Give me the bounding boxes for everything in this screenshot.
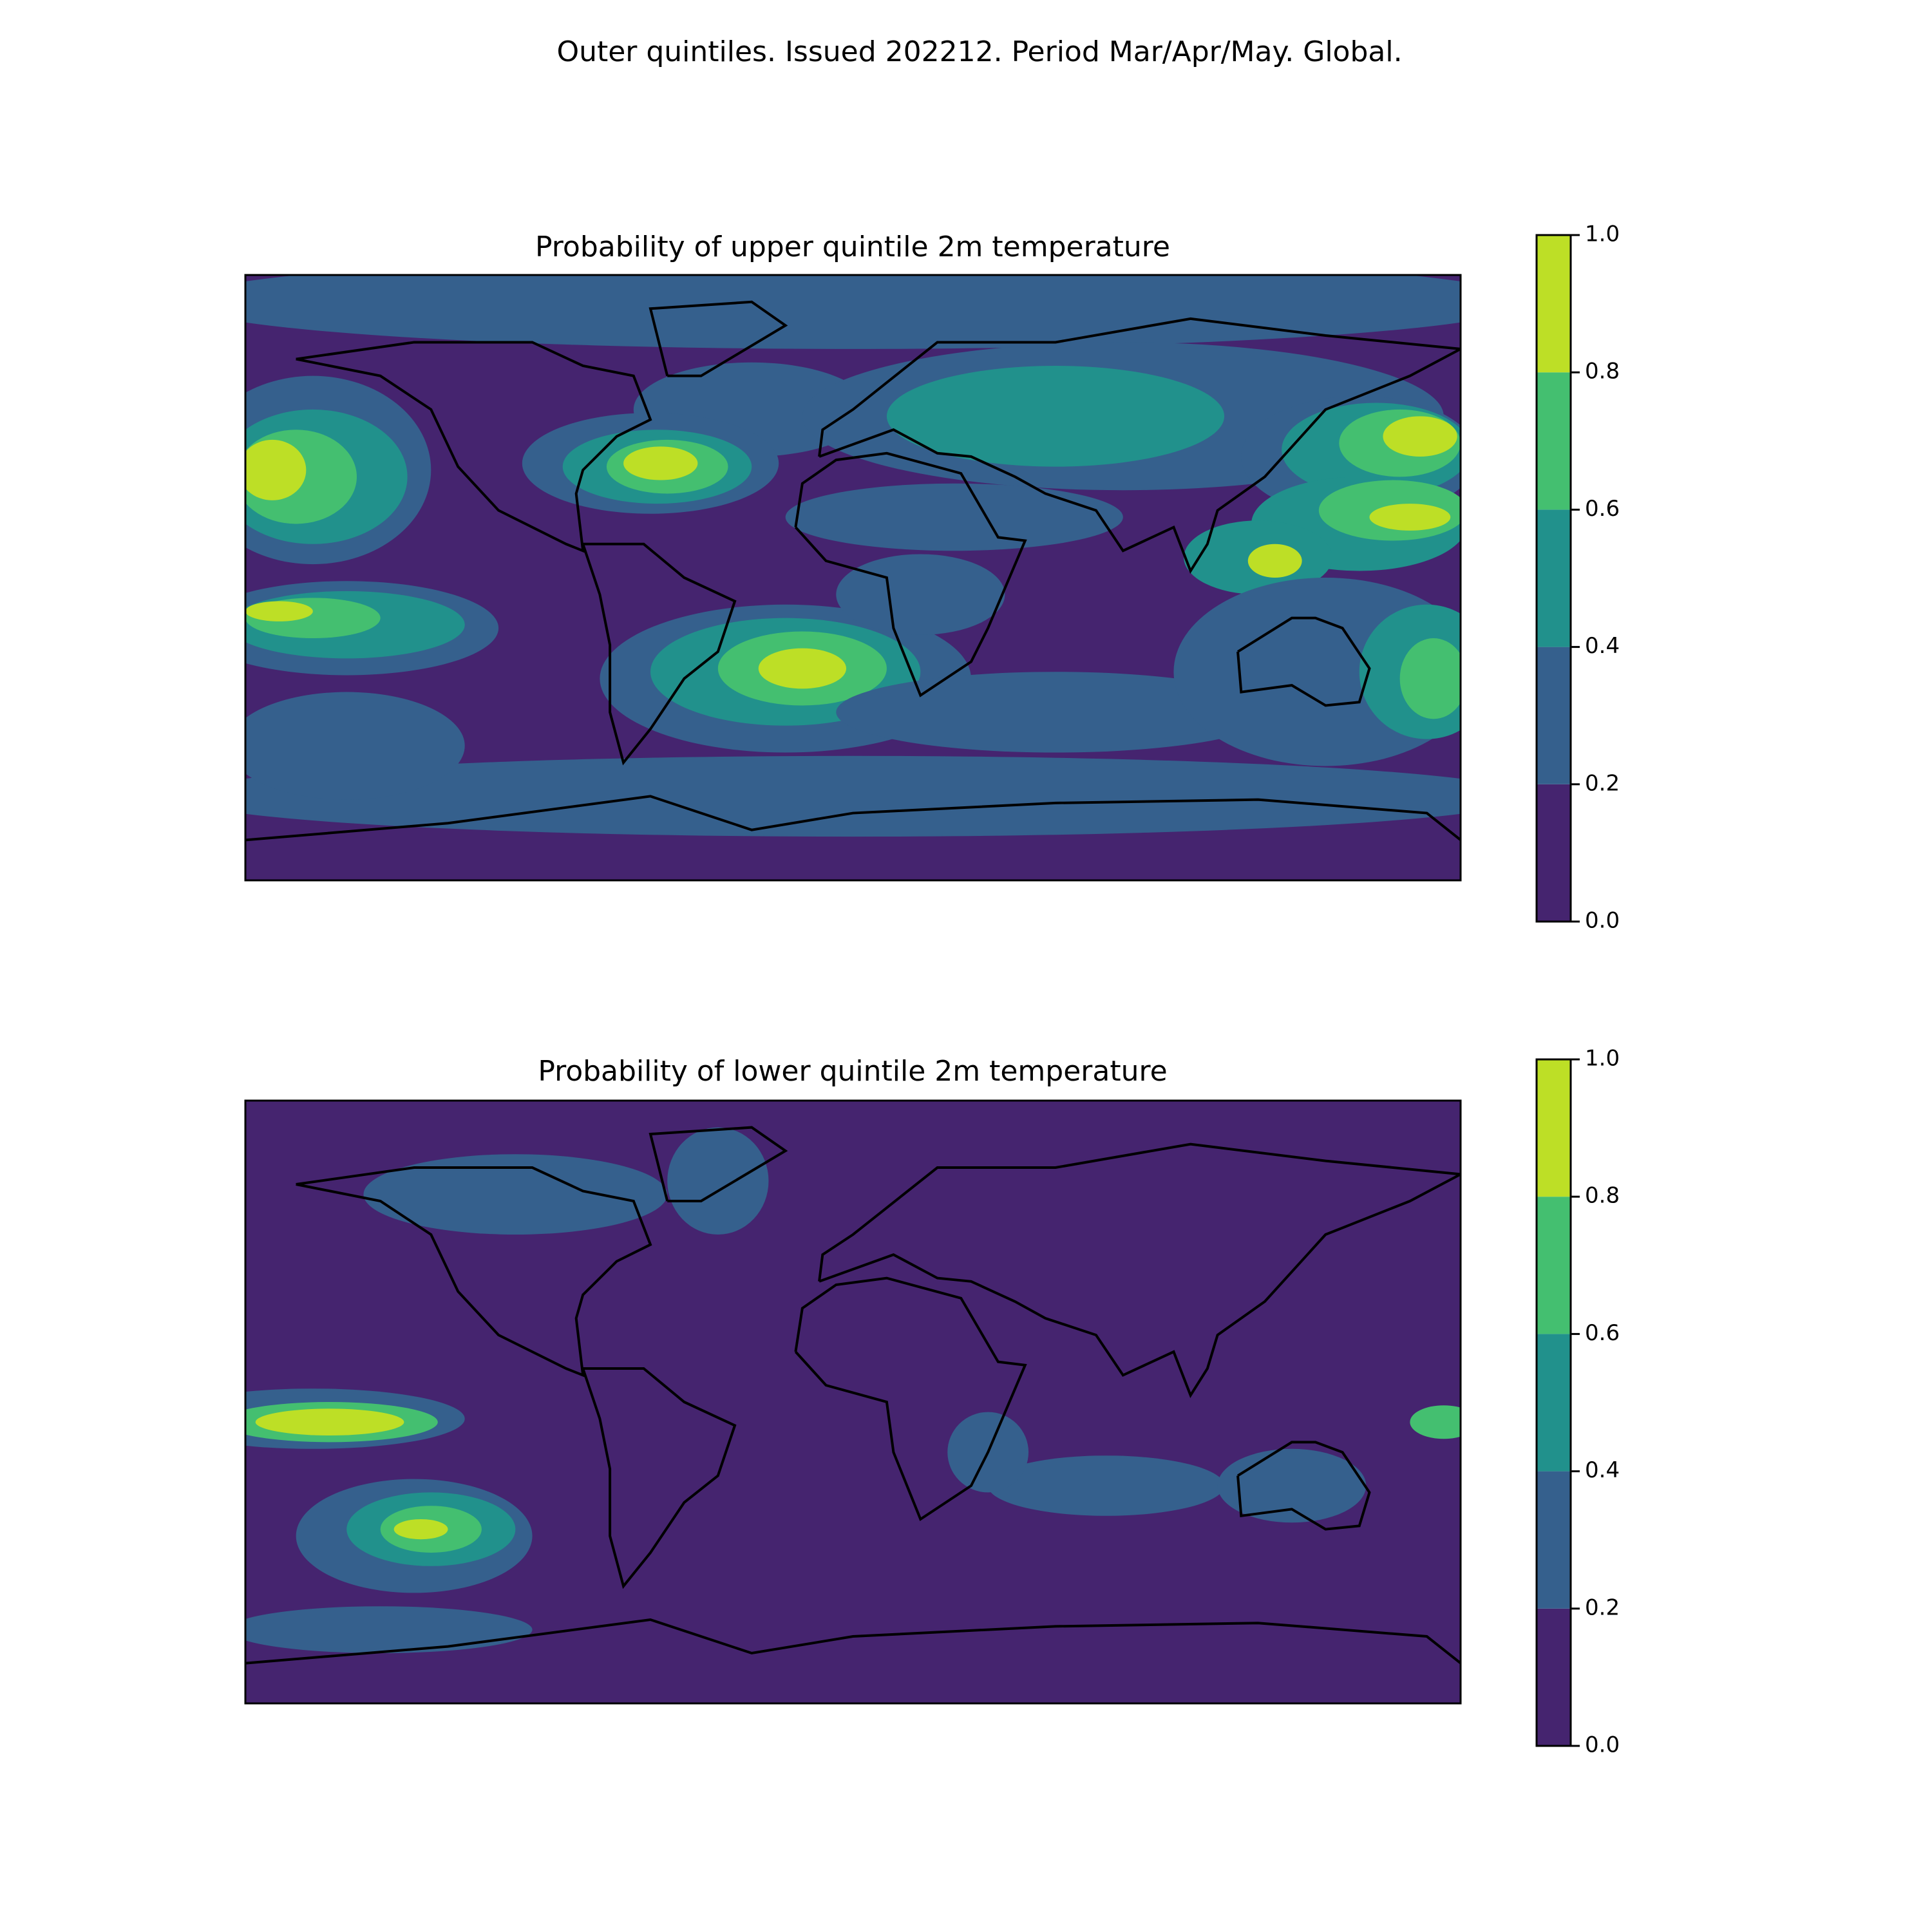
coastline <box>1236 1441 1371 1531</box>
colorbar-tick-label: 0.6 <box>1585 1320 1620 1346</box>
colorbar-band <box>1537 1197 1571 1334</box>
colorbar-tick-label: 1.0 <box>1585 1046 1620 1072</box>
shading-region <box>758 648 847 689</box>
shading-region <box>836 554 1005 635</box>
colorbar-band <box>1537 372 1571 510</box>
colorbar-band <box>1537 1471 1571 1609</box>
shading-region <box>245 755 1461 837</box>
shading-region <box>1247 544 1302 578</box>
panel-title: Probability of upper quintile 2m tempera… <box>535 231 1170 263</box>
shading <box>245 275 1461 842</box>
coastline <box>794 1276 1027 1522</box>
panel-title: Probability of lower quintile 2m tempera… <box>538 1055 1167 1088</box>
coastline <box>794 451 1027 697</box>
shading-region <box>988 1455 1225 1516</box>
map <box>244 274 1462 882</box>
map-frame <box>244 274 1462 882</box>
shading-region <box>1369 504 1451 531</box>
colorbar-tick-label: 0.4 <box>1585 1457 1620 1483</box>
colorbar-tick-label: 0.4 <box>1585 633 1620 659</box>
colorbar-frame <box>1535 1058 1572 1747</box>
shading-region <box>245 275 1461 349</box>
shading-region <box>667 1127 769 1235</box>
colorbar-band <box>1537 509 1571 647</box>
coastline <box>296 341 652 553</box>
colorbar-band <box>1537 647 1571 784</box>
shading-region <box>623 446 698 480</box>
shading-region <box>836 672 1275 753</box>
colorbar-tick-label: 0.0 <box>1585 1732 1620 1758</box>
shading-region <box>245 1606 533 1653</box>
shading-region <box>245 692 465 800</box>
shading-region <box>393 1519 448 1540</box>
colorbar-tick-label: 0.8 <box>1585 359 1620 384</box>
colorbar-band <box>1537 1059 1571 1197</box>
colorbar-tick-label: 1.0 <box>1585 222 1620 247</box>
colorbar-band <box>1537 1334 1571 1472</box>
figure-title: Outer quintiles. Issued 202212. Period M… <box>556 35 1402 68</box>
coastline <box>245 1618 1461 1665</box>
colorbar-tick-label: 0.0 <box>1585 908 1620 934</box>
coastline <box>582 542 737 766</box>
coastline <box>649 1126 788 1202</box>
shading <box>245 1126 1461 1665</box>
map-frame <box>244 1099 1462 1705</box>
colorbar-tick-label: 0.2 <box>1585 1595 1620 1620</box>
shading-region <box>1217 1448 1367 1523</box>
coastline <box>582 1367 737 1589</box>
shading-region <box>1399 638 1461 719</box>
colorbar-tick-label: 0.2 <box>1585 770 1620 796</box>
colorbar-tick-label: 0.6 <box>1585 496 1620 522</box>
shading-region <box>1410 1405 1461 1439</box>
shading-region <box>245 439 307 500</box>
coastline <box>649 300 788 377</box>
coastline <box>1236 616 1371 707</box>
shading-region <box>1383 416 1457 457</box>
shading-region <box>363 1154 668 1235</box>
colorbar-band <box>1537 784 1571 922</box>
colorbar-band <box>1537 235 1571 373</box>
shading-region <box>886 366 1225 467</box>
colorbar-tick-label: 0.8 <box>1585 1183 1620 1209</box>
coastline <box>818 317 1461 574</box>
shading-region <box>255 1408 404 1435</box>
colorbar-band <box>1537 1608 1571 1746</box>
shading-region <box>785 483 1123 551</box>
coastline <box>296 1166 652 1378</box>
colorbar-frame <box>1535 234 1572 923</box>
shading-region <box>245 601 313 621</box>
map <box>244 1099 1462 1705</box>
coastline <box>818 1142 1461 1399</box>
coastline <box>245 795 1461 842</box>
